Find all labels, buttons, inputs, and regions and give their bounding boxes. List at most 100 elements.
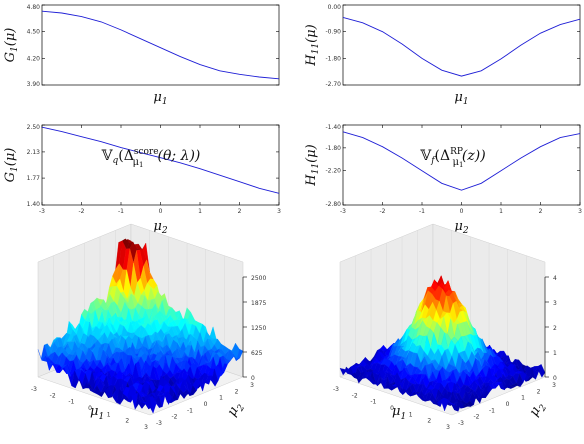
title-v: 𝕍	[101, 148, 114, 164]
y-tick-label: -2.20	[325, 168, 341, 175]
series-line	[41, 126, 280, 194]
plot-frame	[41, 124, 280, 206]
x-tick-label: -3	[31, 386, 37, 393]
y-tick-label: -2	[474, 414, 480, 421]
x-tick-label: 1	[499, 208, 503, 215]
x-tick-label: -2	[380, 208, 386, 215]
y-tick-label: 1	[521, 395, 525, 402]
y-axis-label: G1(μ)	[3, 28, 20, 63]
x-axis-label-sub: 1	[400, 412, 406, 422]
y-tick-label: 4.20	[27, 55, 41, 62]
y-tick-label: 0.00	[328, 4, 342, 11]
x-axis-label-sub: 1	[463, 97, 469, 107]
x-tick-label: 3	[446, 424, 450, 431]
z-tick-label: 1	[553, 350, 557, 357]
y-tick-label: -1.40	[325, 124, 341, 131]
panel-g1-mu2: 2.502.131.771.40-3 -2 -1 0 1 2 3G1(μ)μ2	[3, 124, 281, 236]
x-tick-label: 0	[159, 208, 163, 215]
y-axis-label-base: H	[304, 54, 319, 67]
title-v-sub: f	[430, 156, 436, 166]
x-tick-label: 0	[390, 405, 394, 412]
x-axis-label: μ1	[153, 90, 167, 107]
x-axis-label: μ1	[392, 404, 406, 422]
plot-frame	[342, 4, 581, 86]
x-axis-label-base: μ	[153, 90, 161, 105]
plot-frame	[41, 4, 280, 86]
y-axis-label-sub: 11	[311, 163, 321, 174]
y-tick-label: 3	[552, 382, 556, 389]
y-tick-label: 4.80	[27, 4, 41, 11]
y-tick-label: 0	[204, 401, 208, 408]
x-axis-label-sub: 2	[462, 226, 469, 236]
y-tick-label: -2	[172, 414, 178, 421]
z-tick-label: 1875	[251, 300, 266, 307]
x-axis-label: μ1	[90, 404, 104, 422]
x-tick-label: -1	[370, 399, 376, 406]
surface-cell	[146, 396, 154, 414]
x-tick-label: -3	[340, 208, 346, 215]
x-tick-label: -1	[68, 399, 74, 406]
y-axis-label-rest: (μ)	[304, 144, 319, 163]
y-axis-label-base: H	[304, 174, 319, 187]
y-axis-label-sub: 11	[311, 43, 321, 54]
y-tick-label: 0	[506, 401, 510, 408]
title-subsub: 1	[139, 161, 143, 169]
title-sup: score	[134, 147, 159, 157]
y-tick-label: -2.80	[325, 201, 341, 208]
x-axis-label-base: μ	[454, 219, 462, 234]
y-axis-label-rest: (μ)	[3, 148, 18, 167]
y-tick-label: 1	[219, 395, 223, 402]
y-axis-label-sub: 2	[235, 403, 247, 414]
y-tick-label: -3	[458, 420, 464, 427]
y-tick-label: 1.40	[27, 201, 41, 208]
title-sub: μ	[453, 157, 460, 168]
z-tick-label: 625	[251, 350, 263, 357]
z-tick-label: 2500	[251, 275, 266, 282]
y-axis-label-base: G	[3, 172, 18, 182]
x-tick-label: 0	[460, 208, 464, 215]
x-tick-label: 3	[578, 208, 582, 215]
title-arg: (θ; λ))	[158, 148, 201, 164]
y-tick-label: 1.77	[27, 175, 41, 182]
x-tick-label: -1	[118, 208, 124, 215]
x-tick-label: 2	[427, 418, 431, 425]
y-axis-label: μ2	[526, 399, 549, 421]
y-axis-label-sub: 2	[537, 403, 549, 414]
x-axis-label-base: μ	[90, 404, 98, 419]
x-axis-label-sub: 1	[98, 412, 104, 422]
series-line	[342, 131, 581, 191]
surface-cell	[448, 401, 456, 406]
x-tick-label: 3	[277, 208, 281, 215]
x-tick-label: 0	[88, 405, 92, 412]
x-axis-label-sub: 2	[161, 226, 168, 236]
x-tick-label: -2	[50, 392, 56, 399]
y-axis-label: H11(μ)	[304, 144, 321, 186]
y-tick-label: -1.80	[325, 55, 341, 62]
x-tick-label: 2	[238, 208, 242, 215]
panel-h11-mu1: 0.00 -0.90 -1.80 -2.70 H11(μ) μ1	[304, 4, 581, 107]
y-axis-label-sub: 1	[10, 166, 20, 172]
z-tick-label: 3	[553, 300, 557, 307]
title-v: 𝕍	[419, 148, 432, 164]
x-axis-label: μ2	[153, 219, 167, 236]
x-tick-label: 2	[125, 418, 129, 425]
z-tick-label: 0	[553, 375, 557, 382]
x-axis-label-base: μ	[392, 404, 400, 419]
y-axis-label: μ2	[224, 399, 247, 421]
x-tick-label: 1	[409, 411, 413, 418]
z-tick-label: 2	[553, 325, 557, 332]
y-tick-label: 3	[250, 382, 254, 389]
series-line	[41, 10, 280, 80]
series-line	[342, 17, 581, 77]
x-tick-label: 2	[539, 208, 543, 215]
surface-mesh	[339, 275, 546, 412]
z-tick-label: 0	[251, 375, 255, 382]
chart-title: 𝕍f(ΔRP μ1(z))	[419, 147, 485, 169]
y-axis-label-base: G	[3, 52, 18, 62]
y-tick-label: 4.50	[27, 29, 41, 36]
title-sub: μ	[133, 157, 140, 168]
